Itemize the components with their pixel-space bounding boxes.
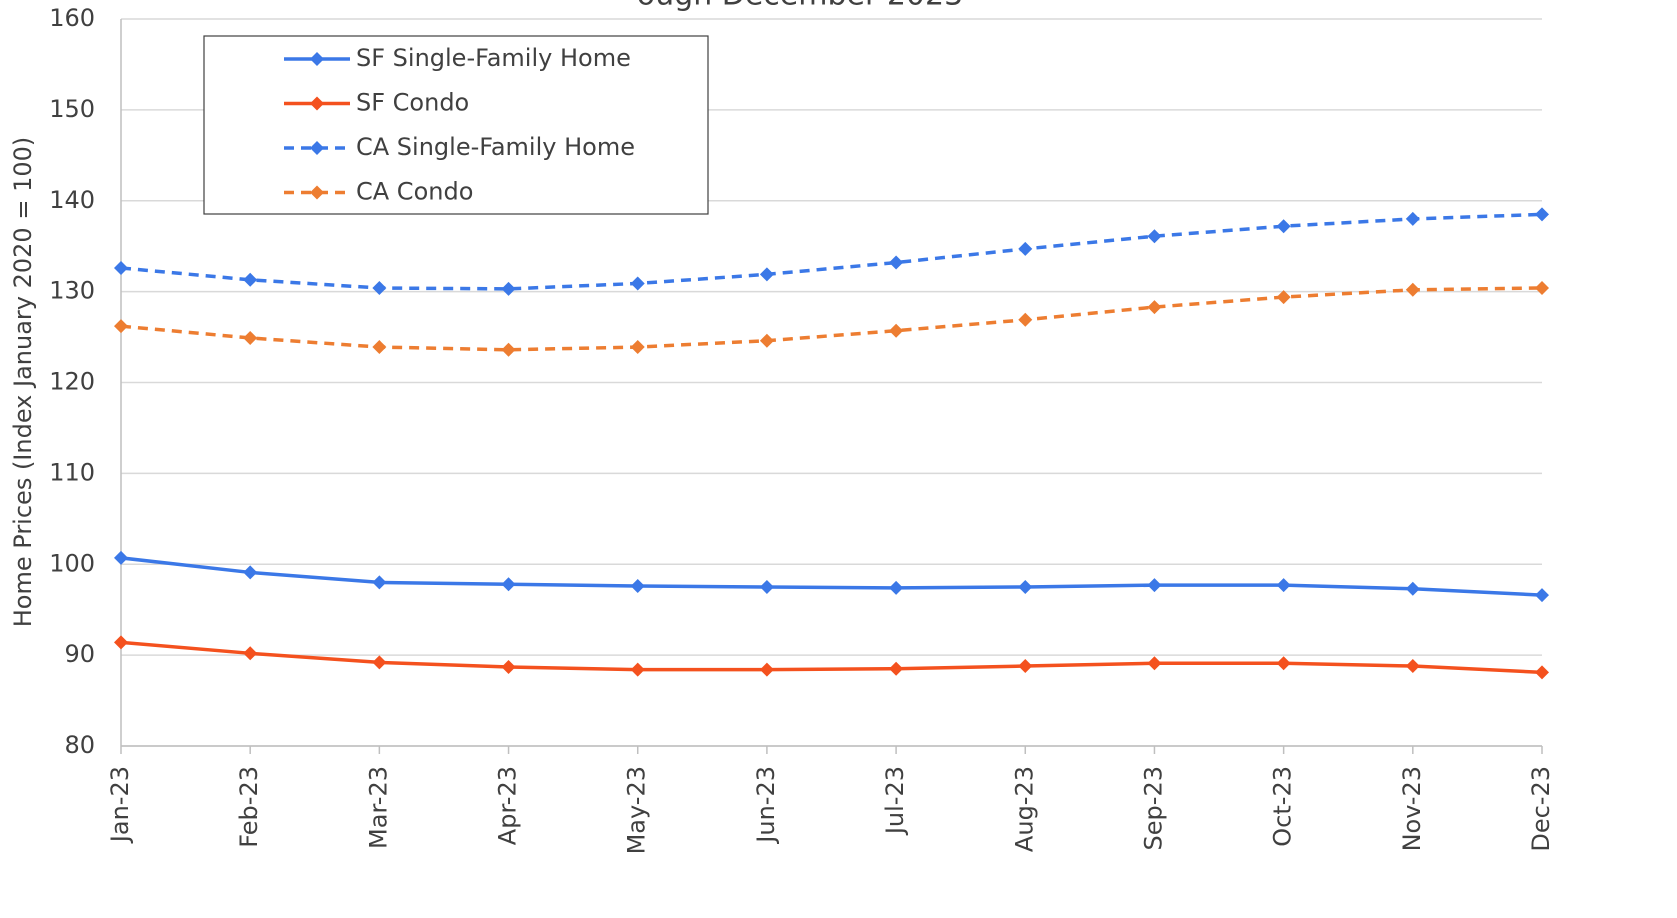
y-tick-label: 90 bbox=[64, 640, 95, 668]
point-marker bbox=[1405, 211, 1420, 226]
point-marker bbox=[501, 577, 516, 592]
point-marker bbox=[1535, 665, 1549, 680]
point-marker bbox=[759, 267, 774, 282]
point-marker bbox=[889, 255, 904, 270]
point-marker bbox=[1276, 578, 1291, 593]
point-marker bbox=[889, 661, 904, 676]
point-marker bbox=[1018, 659, 1033, 674]
point-marker bbox=[501, 342, 516, 357]
legend-marker bbox=[310, 96, 324, 111]
x-tick-label: Dec-23 bbox=[1527, 766, 1555, 852]
y-tick-label: 110 bbox=[49, 458, 95, 486]
point-marker bbox=[630, 340, 645, 355]
legend-marker bbox=[310, 185, 324, 200]
point-marker bbox=[243, 272, 258, 287]
legend-label: CA Condo bbox=[356, 178, 473, 206]
point-marker bbox=[114, 635, 128, 650]
point-marker bbox=[1276, 656, 1291, 671]
x-tick-label: Mar-23 bbox=[364, 766, 392, 849]
point-marker bbox=[1405, 581, 1420, 596]
point-marker bbox=[1018, 579, 1033, 594]
x-tick-label: Feb-23 bbox=[235, 766, 263, 848]
point-marker bbox=[1147, 229, 1162, 244]
x-tick-label: Nov-23 bbox=[1398, 766, 1426, 851]
point-marker bbox=[114, 319, 128, 334]
y-tick-label: 130 bbox=[49, 277, 95, 305]
y-tick-label: 100 bbox=[49, 549, 95, 577]
y-tick-label: 160 bbox=[49, 4, 95, 32]
point-marker bbox=[889, 323, 904, 338]
series-line bbox=[120, 640, 1543, 675]
y-tick-label: 140 bbox=[49, 186, 95, 214]
series-line bbox=[120, 212, 1543, 291]
legend-marker bbox=[310, 141, 324, 155]
point-marker bbox=[372, 655, 387, 670]
point-marker bbox=[759, 662, 774, 677]
x-tick-label: Oct-23 bbox=[1269, 766, 1297, 847]
x-tick-label: Jan-23 bbox=[106, 766, 134, 844]
point-marker bbox=[1405, 659, 1420, 674]
point-marker bbox=[114, 260, 128, 275]
point-marker bbox=[243, 565, 258, 580]
point-marker bbox=[1147, 578, 1162, 593]
point-marker bbox=[1018, 241, 1033, 256]
legend-box bbox=[203, 35, 709, 215]
point-marker bbox=[1405, 282, 1420, 297]
point-marker bbox=[1276, 219, 1291, 234]
point-marker bbox=[372, 280, 387, 295]
point-marker bbox=[630, 276, 645, 291]
point-marker bbox=[759, 333, 774, 348]
series-line bbox=[120, 556, 1543, 597]
y-tick-label: 150 bbox=[49, 95, 95, 123]
point-marker bbox=[889, 580, 904, 595]
point-marker bbox=[759, 579, 774, 594]
point-marker bbox=[630, 579, 645, 594]
point-marker bbox=[1147, 300, 1162, 315]
legend-label: CA Single-Family Home bbox=[356, 133, 635, 161]
chart-title: ough December 2023 bbox=[637, 0, 963, 13]
point-marker bbox=[1147, 656, 1162, 671]
point-marker bbox=[501, 281, 516, 296]
point-marker bbox=[1535, 280, 1549, 295]
series-line bbox=[120, 286, 1543, 352]
point-marker bbox=[243, 330, 258, 345]
point-marker bbox=[372, 575, 387, 590]
point-marker bbox=[1276, 290, 1291, 305]
point-marker bbox=[1018, 312, 1033, 327]
x-tick-label: Apr-23 bbox=[494, 766, 522, 845]
y-tick-label: 80 bbox=[64, 731, 95, 759]
point-marker bbox=[1535, 207, 1549, 222]
point-marker bbox=[372, 340, 387, 355]
point-marker bbox=[243, 646, 258, 661]
point-marker bbox=[114, 550, 128, 565]
point-marker bbox=[501, 659, 516, 674]
y-axis-label: Home Prices (Index January 2020 = 100) bbox=[9, 137, 37, 627]
x-tick-label: May-23 bbox=[623, 766, 651, 854]
x-tick-label: Jun-23 bbox=[752, 766, 780, 845]
legend-label: SF Condo bbox=[356, 89, 469, 117]
x-tick-label: Sep-23 bbox=[1139, 766, 1167, 850]
x-tick-label: Aug-23 bbox=[1010, 766, 1038, 852]
y-tick-label: 120 bbox=[49, 368, 95, 396]
point-marker bbox=[1535, 588, 1549, 603]
legend-label: SF Single-Family Home bbox=[356, 44, 631, 72]
point-marker bbox=[630, 662, 645, 677]
legend-marker bbox=[310, 52, 324, 66]
x-tick-label: Jul-23 bbox=[881, 766, 909, 836]
